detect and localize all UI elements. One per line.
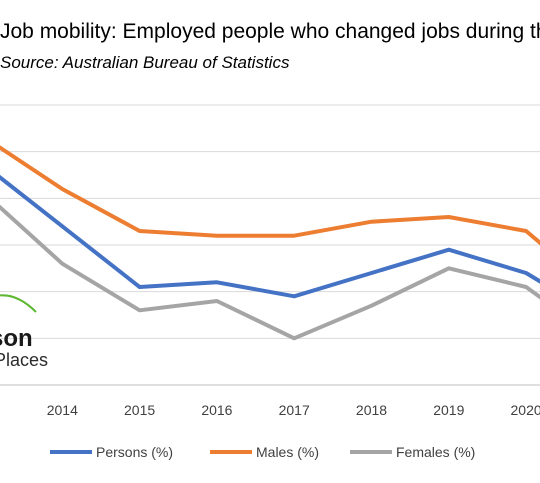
chart-subtitle: Source: Australian Bureau of Statistics [0,53,290,72]
series-line-2 [0,145,540,246]
legend: Persons (%) Males (%) Females (%) [50,444,475,460]
x-tick-label: 2020 [511,402,540,418]
legend-label: Persons (%) [96,444,173,460]
x-tick-label: 2015 [124,402,155,418]
company-logo: Patterson Places [0,294,48,370]
logo-wordmark: Patterson [0,325,33,352]
x-tick-label: 2019 [433,402,464,418]
x-tick-label: 2014 [47,402,78,418]
x-tick-label: 2018 [356,402,387,418]
x-axis-ticks: 201320142015201620172018201920202021 [0,402,540,418]
x-tick-label: 2017 [279,402,310,418]
series-line-1 [0,174,540,299]
chart-title: Job mobility: Employed people who change… [0,20,540,43]
series-line-3 [0,204,540,341]
logo-swoosh [0,294,37,313]
gridlines [0,104,540,386]
logo-tagline: Places [0,350,48,370]
x-tick-label: 2016 [201,402,232,418]
legend-label: Males (%) [256,444,319,460]
x-tick-label: 2013 [0,402,1,418]
series-lines [0,145,540,341]
legend-label: Females (%) [396,444,475,460]
